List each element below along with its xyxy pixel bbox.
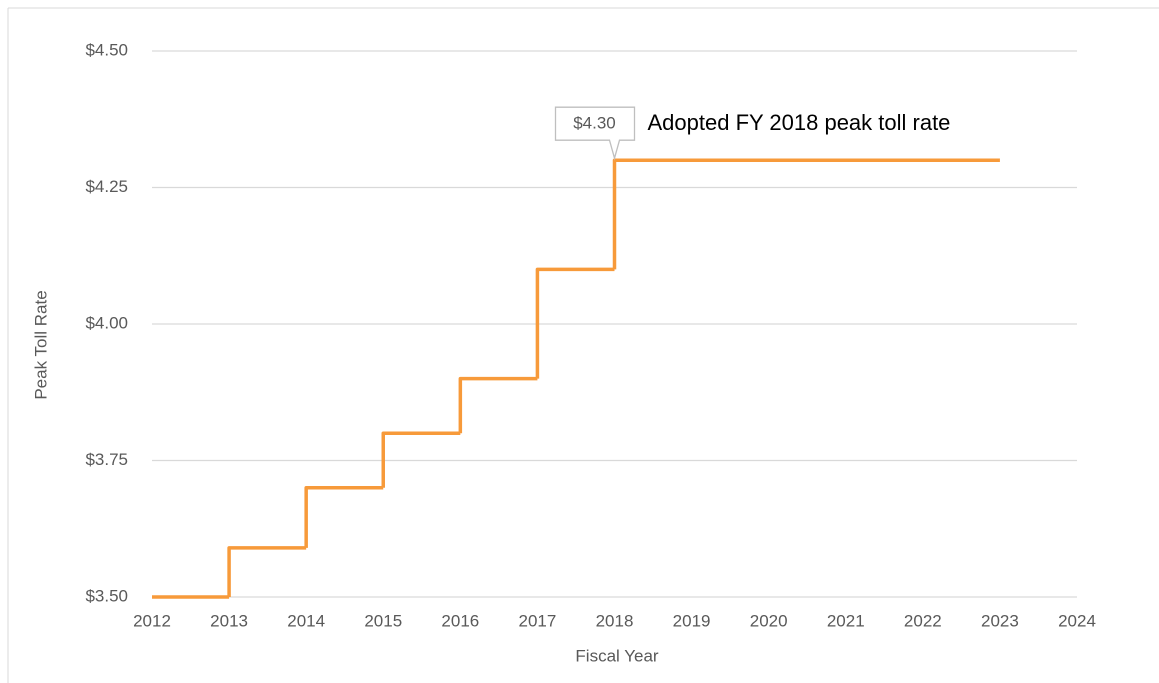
x-tick-label: 2020 [750,611,788,630]
y-tick-label: $3.50 [85,586,128,605]
x-axis-label: Fiscal Year [575,646,658,665]
x-tick-label: 2016 [441,611,479,630]
x-tick-label: 2022 [904,611,942,630]
callout-box [554,106,636,161]
y-tick-label: $4.50 [85,40,128,59]
y-tick-label: $4.25 [85,177,128,196]
step-segment [535,267,615,379]
annotation: Adopted FY 2018 peak toll rate [648,110,951,135]
x-tick-label: 2023 [981,611,1019,630]
x-tick-label: 2024 [1058,611,1096,630]
x-tick-label: 2017 [519,611,557,630]
x-tick-label: 2014 [287,611,325,630]
y-tick-label: $4.00 [85,313,128,332]
x-tick-label: 2012 [133,611,171,630]
x-tick-label: 2018 [596,611,634,630]
step-segment [304,486,384,548]
x-tick-label: 2021 [827,611,865,630]
step-segment [612,158,1000,270]
x-tick-label: 2015 [364,611,402,630]
x-tick-label: 2019 [673,611,711,630]
data-label: $4.30 [573,114,616,133]
y-tick-label: $3.75 [85,450,128,469]
y-axis-label: Peak Toll Rate [31,290,50,399]
x-tick-label: 2013 [210,611,248,630]
step-segment [381,431,461,488]
step-segment [227,546,307,597]
step-segment [458,376,538,434]
